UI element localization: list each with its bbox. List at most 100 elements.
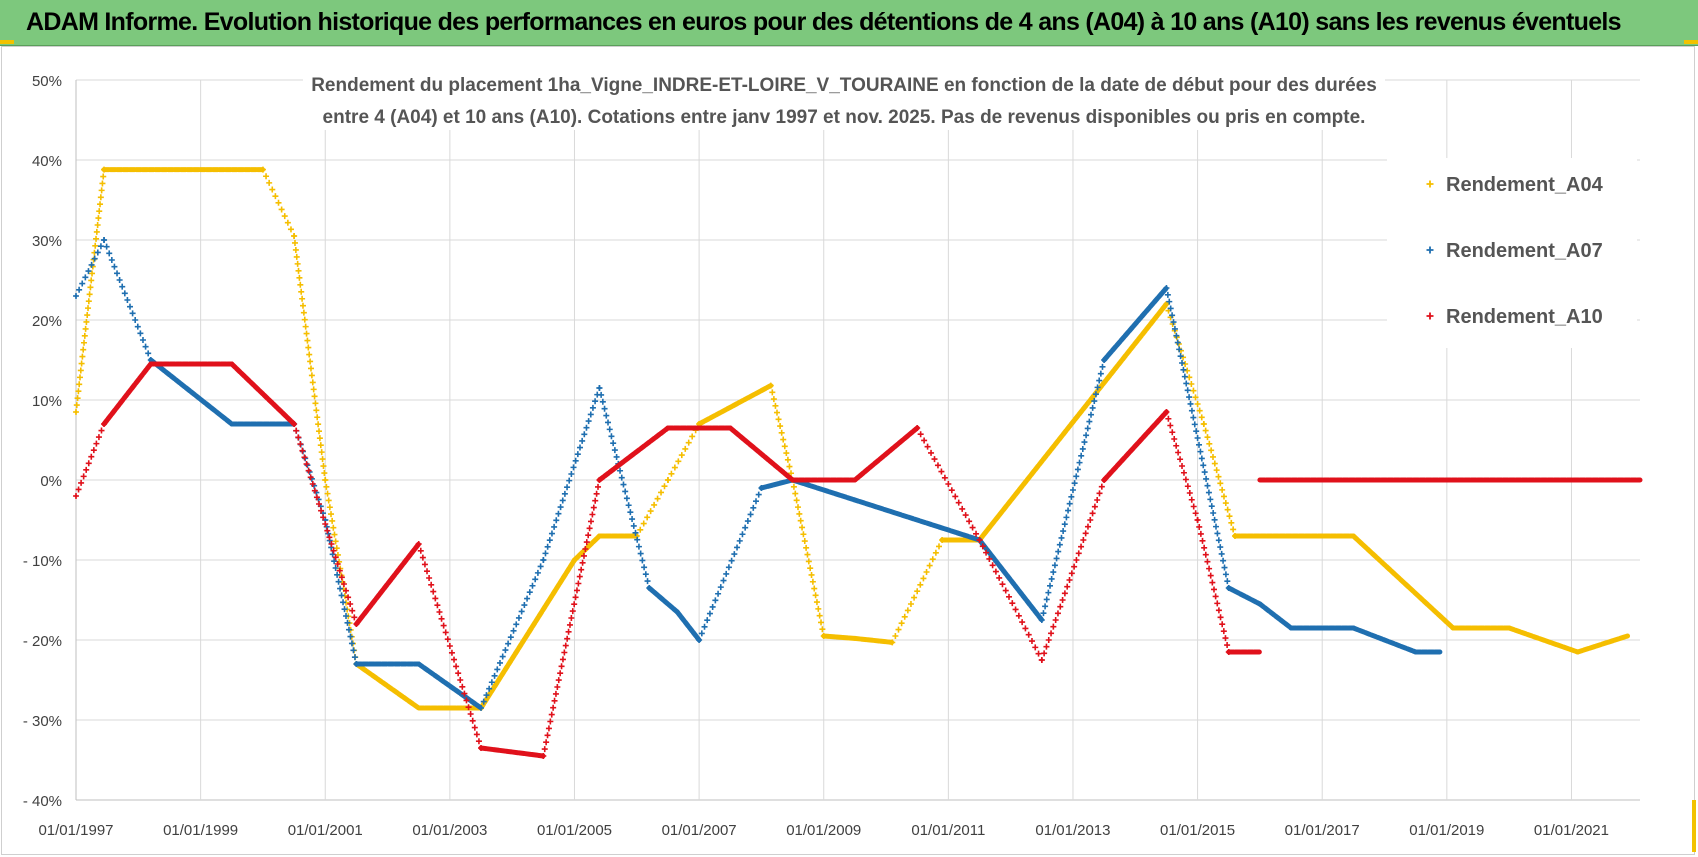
series-marker [419, 554, 426, 561]
series-marker [929, 556, 936, 563]
series-marker [1190, 414, 1197, 421]
series-marker [76, 286, 83, 293]
series-marker [338, 592, 345, 599]
series-marker [1184, 387, 1191, 394]
series-segment [229, 361, 297, 427]
series-marker [976, 537, 983, 543]
series-marker [926, 562, 933, 569]
series-marker [134, 323, 141, 330]
series-marker [1197, 530, 1204, 537]
series-marker [1221, 564, 1228, 571]
series-marker [114, 270, 121, 277]
series-segment [758, 477, 796, 491]
series-marker [654, 495, 661, 502]
series-marker [570, 464, 577, 471]
series-marker [307, 358, 314, 365]
series-marker [1194, 435, 1201, 441]
series-marker [318, 507, 325, 514]
series-marker [962, 512, 969, 519]
series-marker [917, 431, 924, 438]
series-marker [1171, 325, 1178, 332]
series-marker [989, 562, 996, 569]
series-segment [1350, 625, 1419, 655]
series-marker [566, 477, 573, 484]
series-marker [340, 581, 347, 587]
series-marker [651, 501, 658, 508]
series-marker [326, 504, 333, 511]
series-marker [809, 578, 816, 585]
chart-title-line-1: Rendement du placement 1ha_Vigne_INDRE-E… [311, 75, 1377, 96]
series-marker [542, 550, 549, 557]
series-marker [747, 511, 754, 518]
series-marker [1084, 425, 1091, 432]
series-marker [552, 690, 559, 697]
x-tick-label: 01/01/2005 [537, 822, 612, 839]
series-marker [1025, 631, 1032, 638]
series-marker [309, 379, 316, 386]
series-marker [305, 344, 312, 351]
series-marker [345, 594, 352, 601]
series-marker [488, 679, 495, 686]
x-tick-label: 01/01/2021 [1534, 822, 1609, 839]
series-marker [799, 524, 806, 531]
series-marker [1209, 579, 1216, 586]
series-marker [1228, 519, 1235, 526]
series-marker [1080, 537, 1087, 543]
series-marker [783, 450, 790, 457]
series-marker [959, 505, 966, 512]
series-marker [1068, 570, 1075, 577]
chart-header-banner: ADAM Informe. Evolution historique des p… [0, 0, 1698, 46]
series-marker [1196, 441, 1203, 448]
series-marker [948, 487, 955, 494]
series-marker [98, 427, 105, 434]
series-marker [1096, 490, 1103, 497]
series-marker [475, 738, 482, 745]
series-marker [1177, 353, 1184, 360]
series-marker [297, 281, 304, 288]
series-marker [1184, 367, 1191, 374]
series-marker [89, 270, 96, 277]
series-marker [1196, 523, 1203, 530]
series-marker [320, 463, 327, 470]
series-marker [121, 290, 128, 297]
series-marker [100, 173, 107, 180]
series-marker [895, 626, 902, 633]
series-marker [1220, 557, 1227, 564]
series-marker [608, 433, 615, 440]
series-segment [977, 301, 1169, 543]
series-marker [644, 514, 651, 521]
series-marker [585, 532, 592, 539]
series-marker [1224, 506, 1231, 513]
series-marker [1222, 500, 1229, 507]
series-marker [1220, 493, 1227, 500]
series-marker [111, 263, 118, 270]
series-marker [794, 504, 801, 511]
series-marker [547, 718, 554, 725]
series-marker [565, 628, 572, 635]
series-marker [1076, 459, 1083, 466]
series-marker [629, 516, 636, 523]
x-tick-label: 01/01/2019 [1409, 822, 1484, 839]
series-marker [505, 640, 512, 647]
series-marker [548, 711, 555, 718]
series-marker [1058, 534, 1065, 541]
series-marker [555, 677, 562, 684]
series-marker [1208, 447, 1215, 454]
series-marker [85, 305, 92, 312]
series-marker [800, 531, 807, 538]
series-marker [715, 590, 722, 597]
series-marker [1051, 562, 1058, 569]
series-marker [440, 622, 447, 629]
x-tick-label: 01/01/2003 [412, 822, 487, 839]
series-marker [583, 539, 590, 546]
series-marker [564, 635, 571, 642]
series-marker [463, 697, 470, 704]
legend-label: Rendement_A10 [1446, 306, 1603, 328]
series-marker [945, 481, 952, 487]
series-marker [606, 426, 613, 433]
series-segment [353, 541, 422, 627]
series-marker [486, 685, 493, 692]
series-marker [93, 235, 100, 242]
series-marker [671, 464, 678, 471]
